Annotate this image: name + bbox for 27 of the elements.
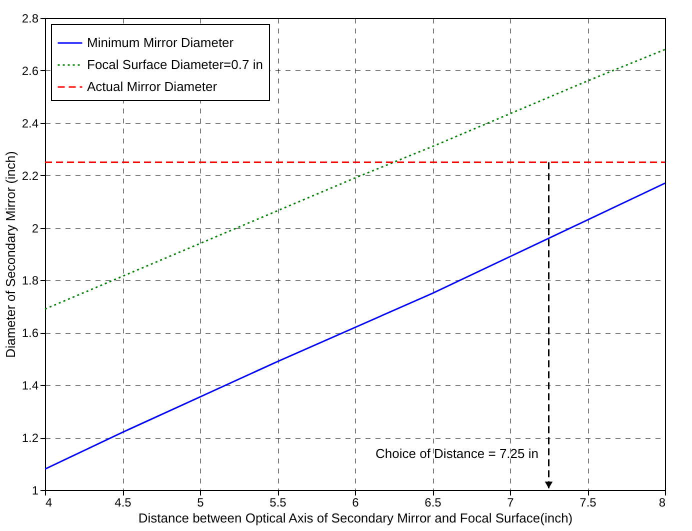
x-tick-label: 7 [507,496,514,510]
x-axis-title: Distance between Optical Axis of Secondary Mirror and Focal Surface(inch) [138,510,573,526]
x-tick-label: 7.5 [580,496,597,510]
y-tick-label: 2.8 [22,12,39,26]
y-tick-label: 1 [32,484,39,498]
y-tick-label: 1.4 [22,378,39,393]
x-tick-label: 4.5 [114,496,132,510]
legend-label: Minimum Mirror Diameter [87,35,234,50]
y-axis-title: Diameter of Secondary Mirror (inch) [2,151,18,358]
legend-label: Actual Mirror Diameter [87,79,218,94]
x-tick-label: 6.5 [424,496,442,510]
x-tick-label: 5 [197,496,204,510]
y-tick-label: 1.8 [22,274,39,288]
x-tick-label: 8 [658,496,666,510]
annotation: Choice of Distance = 7.25 in [376,446,538,461]
legend-label: Focal Surface Diameter=0.7 in [87,57,263,72]
x-tick-label: 5.5 [270,496,287,510]
line-series [45,182,665,470]
y-tick-label: 2.6 [22,64,39,78]
y-tick-label: 2.2 [22,168,39,183]
line-series [45,48,665,310]
y-tick-label: 1.2 [22,431,39,446]
y-tick-label: 2.4 [22,116,39,130]
x-tick-label: 6 [352,496,360,510]
x-tick-label: 4 [46,496,52,510]
y-tick-label: 2 [32,221,39,236]
y-tick-label: 1.6 [22,326,39,340]
